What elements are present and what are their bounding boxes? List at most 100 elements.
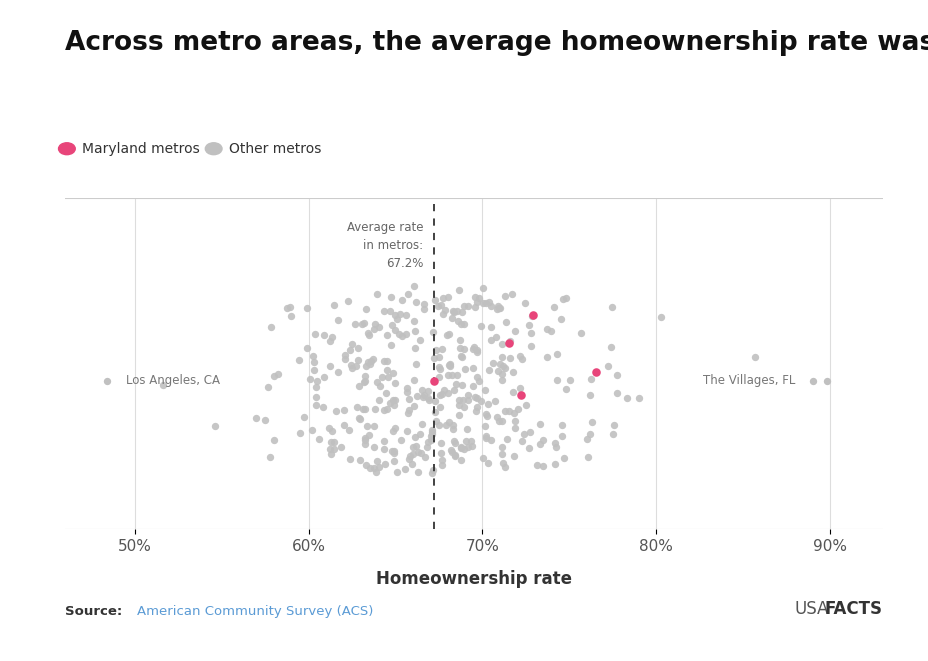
Point xyxy=(322,335,337,346)
Point xyxy=(443,361,458,371)
Point xyxy=(322,360,337,371)
Point xyxy=(361,330,376,341)
Point xyxy=(385,368,400,378)
Point xyxy=(481,365,496,375)
Point xyxy=(311,434,326,444)
Point xyxy=(325,332,340,342)
Point xyxy=(435,385,450,395)
Point xyxy=(504,289,519,299)
Point xyxy=(500,337,515,348)
Point xyxy=(488,332,503,342)
Point xyxy=(444,447,458,457)
Point xyxy=(415,392,430,403)
Point xyxy=(401,453,416,464)
Point xyxy=(483,321,497,332)
Point xyxy=(492,416,507,426)
Point xyxy=(386,455,401,466)
Point xyxy=(558,384,573,395)
Point xyxy=(432,390,446,401)
Point xyxy=(297,412,312,422)
Point xyxy=(379,330,393,340)
Point xyxy=(371,395,386,405)
Point xyxy=(425,327,440,337)
Point xyxy=(384,319,399,330)
Point xyxy=(343,360,358,371)
Point xyxy=(398,329,413,339)
Point xyxy=(376,305,391,316)
Point xyxy=(497,291,512,301)
Point xyxy=(604,302,619,313)
Point xyxy=(376,405,391,416)
Point xyxy=(470,393,484,403)
Point xyxy=(451,409,466,420)
Point xyxy=(452,334,467,345)
Point xyxy=(357,375,372,386)
Point xyxy=(553,314,568,325)
Point xyxy=(470,347,484,358)
Point xyxy=(426,375,441,386)
Point xyxy=(399,387,414,397)
Point xyxy=(459,301,474,312)
Point xyxy=(207,420,222,431)
Point xyxy=(299,343,314,354)
Point xyxy=(435,309,450,319)
Point xyxy=(316,330,330,340)
Point xyxy=(405,442,419,452)
Point xyxy=(360,328,375,338)
Point xyxy=(463,436,478,446)
Point xyxy=(266,434,281,445)
Point xyxy=(456,401,470,412)
Point xyxy=(475,297,490,308)
Point xyxy=(445,424,459,434)
Point xyxy=(354,319,369,330)
Point xyxy=(387,399,402,410)
Point xyxy=(316,401,330,412)
Point xyxy=(465,381,480,391)
Point xyxy=(356,377,371,387)
Point xyxy=(437,305,452,315)
Point xyxy=(508,326,522,336)
Point xyxy=(367,404,381,414)
Point xyxy=(393,309,407,319)
Point xyxy=(417,390,432,401)
Point xyxy=(334,442,349,452)
Point xyxy=(377,459,392,469)
Point xyxy=(282,301,297,312)
Point xyxy=(451,400,466,410)
Point xyxy=(535,434,549,445)
Point xyxy=(605,428,620,439)
Point xyxy=(363,356,378,366)
Point xyxy=(549,375,564,385)
Point xyxy=(453,442,468,453)
Point xyxy=(513,389,528,400)
Point xyxy=(410,467,425,478)
Point xyxy=(369,456,384,467)
Point xyxy=(619,393,634,403)
Point xyxy=(491,303,506,313)
Point xyxy=(522,443,536,453)
Point xyxy=(427,295,442,305)
Point xyxy=(522,427,537,438)
Point xyxy=(603,342,618,352)
Point xyxy=(370,462,385,473)
Point xyxy=(522,341,537,352)
Point xyxy=(306,356,321,367)
Point xyxy=(342,424,356,435)
Point xyxy=(487,395,502,406)
Point xyxy=(440,387,455,398)
Text: American Community Survey (ACS): American Community Survey (ACS) xyxy=(137,605,373,618)
Point xyxy=(323,449,338,460)
Point xyxy=(574,327,588,338)
Point xyxy=(480,399,495,409)
Point xyxy=(453,319,468,329)
Point xyxy=(309,376,324,387)
Point xyxy=(441,369,456,380)
Point xyxy=(489,412,504,423)
Point xyxy=(452,343,467,354)
Point xyxy=(291,355,306,366)
Point xyxy=(308,391,323,402)
Point xyxy=(434,459,449,470)
Point xyxy=(498,317,513,328)
Point xyxy=(467,292,482,302)
Point xyxy=(376,356,391,366)
